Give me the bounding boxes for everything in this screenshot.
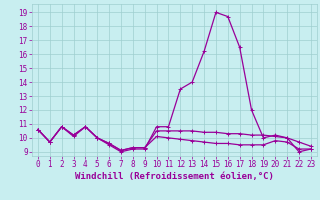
X-axis label: Windchill (Refroidissement éolien,°C): Windchill (Refroidissement éolien,°C): [75, 172, 274, 181]
